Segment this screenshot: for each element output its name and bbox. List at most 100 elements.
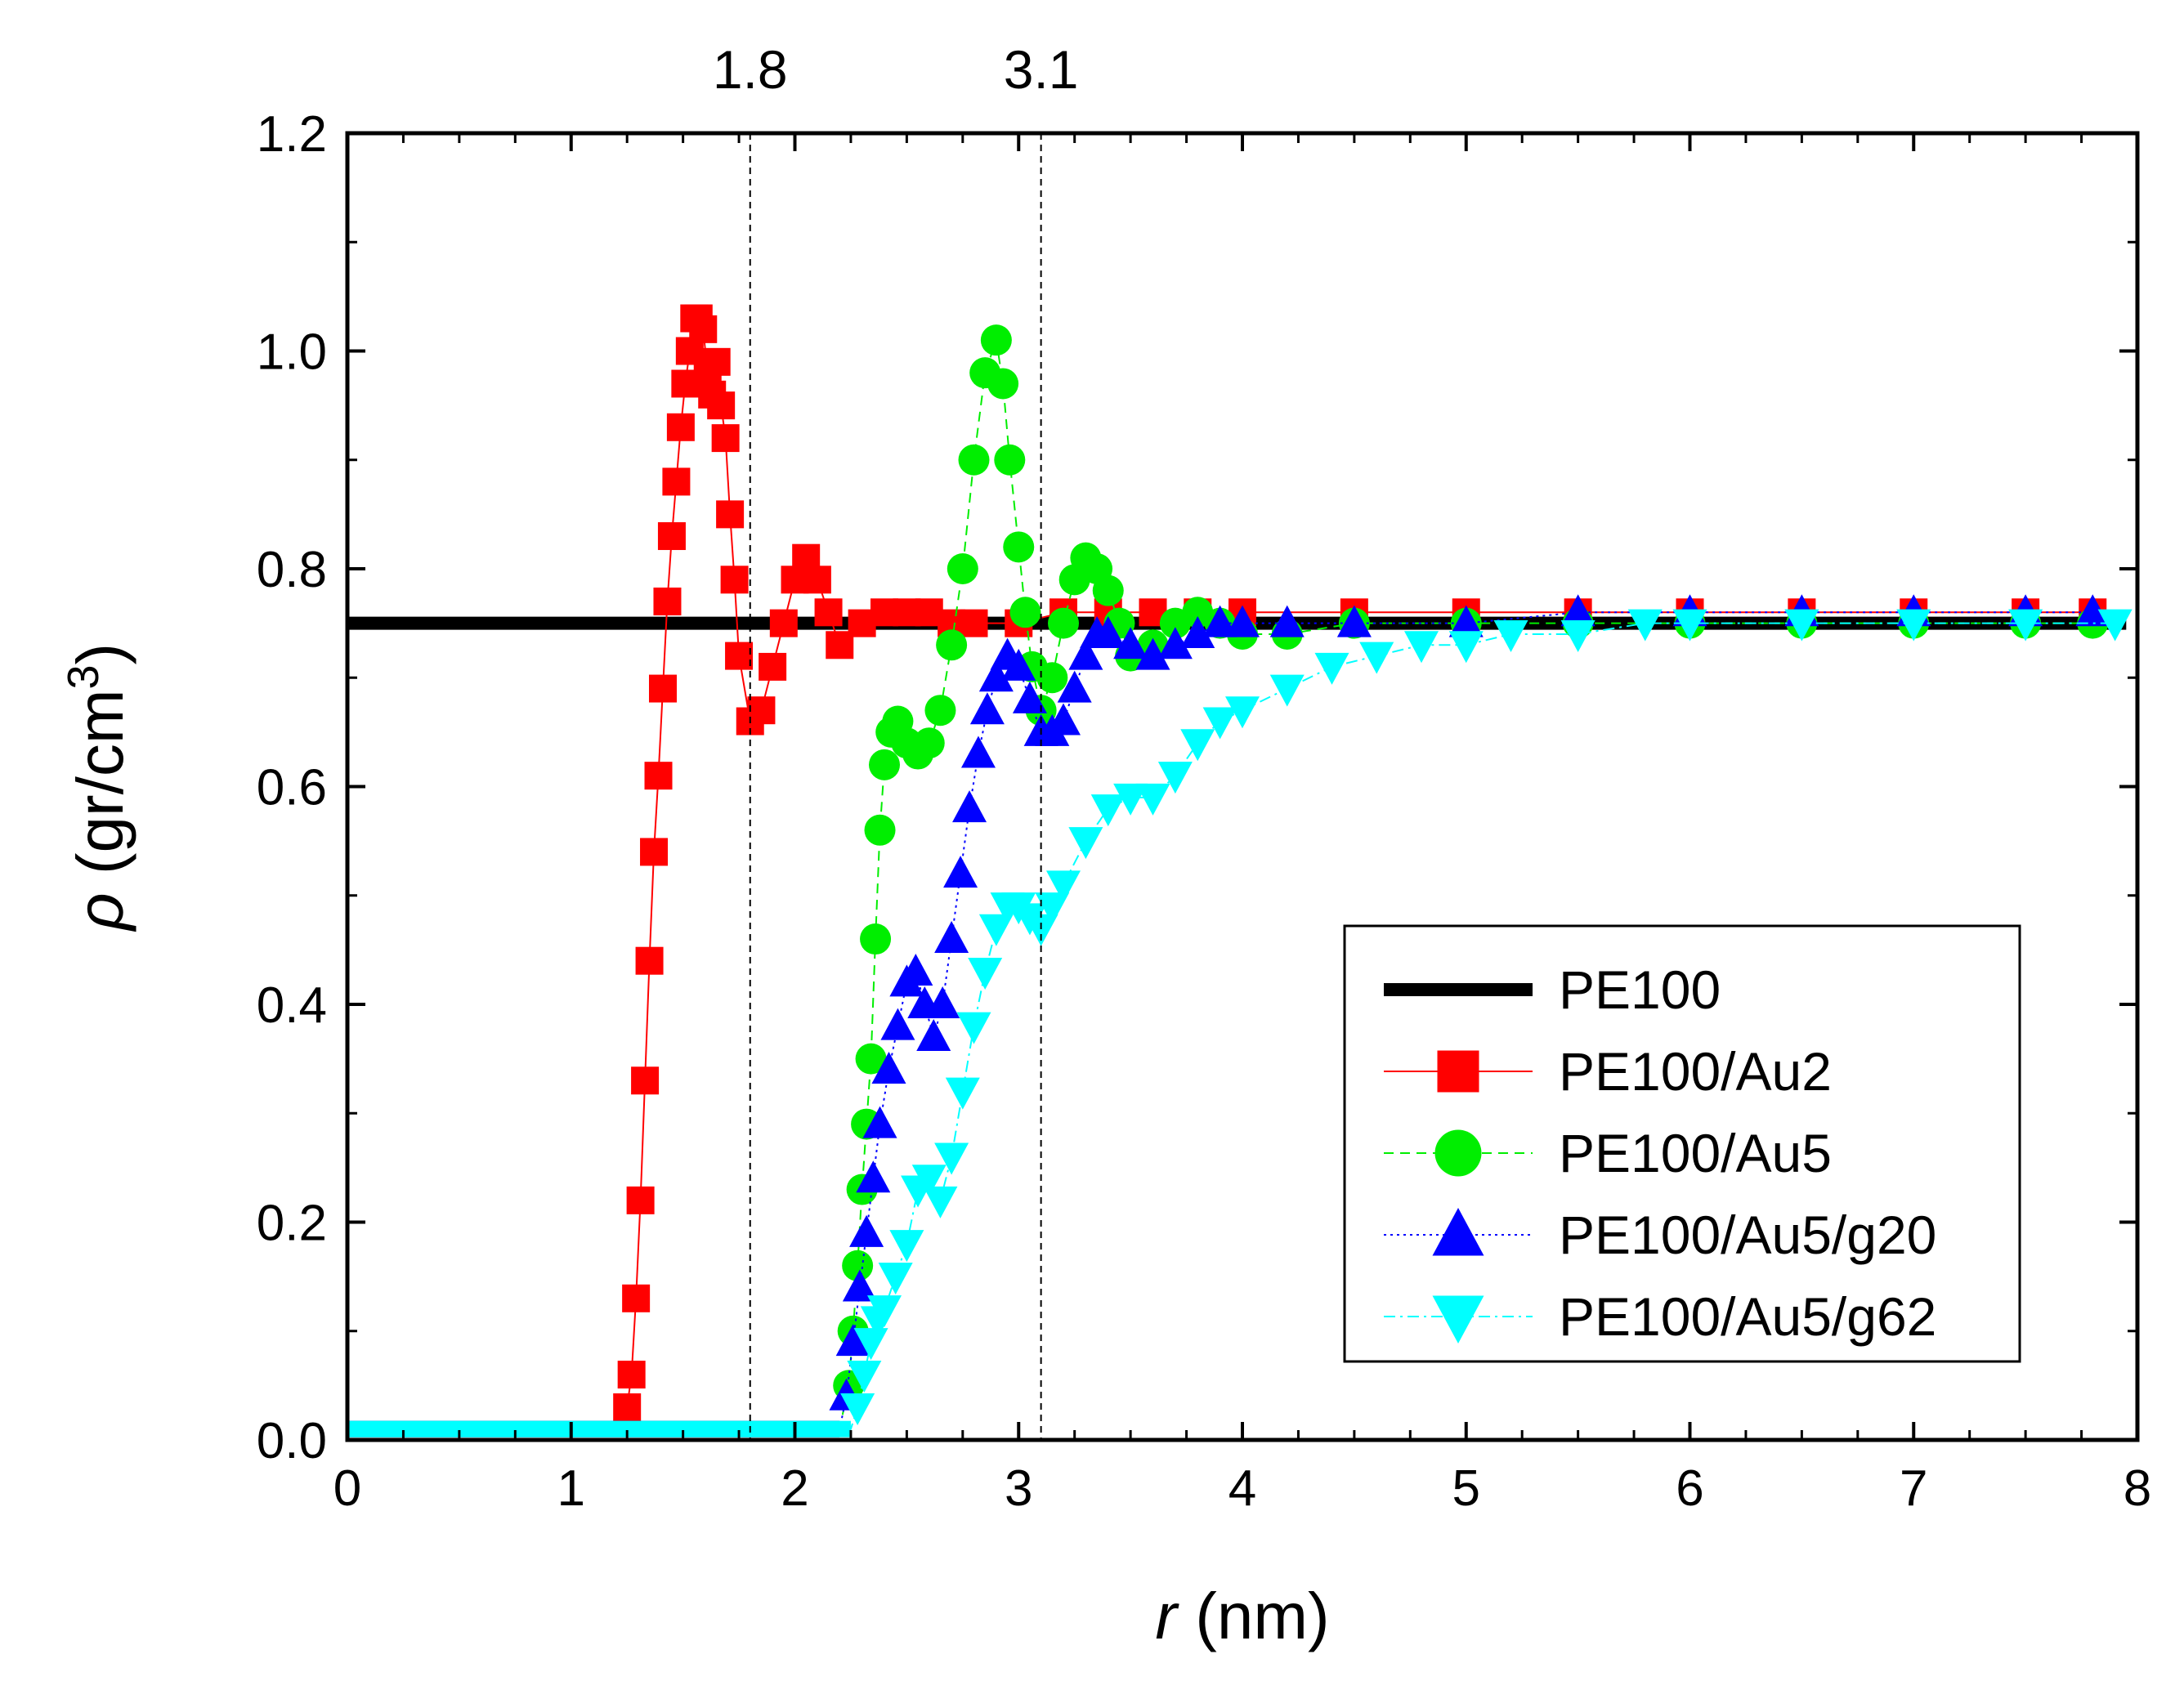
data-point — [968, 958, 1003, 990]
data-point — [1046, 703, 1081, 735]
x-tick-label: 8 — [2124, 1460, 2151, 1517]
data-point — [952, 790, 987, 823]
data-point — [849, 1214, 884, 1247]
data-point — [880, 1008, 915, 1040]
data-point — [947, 553, 978, 584]
data-point — [898, 954, 933, 986]
data-point — [1448, 631, 1484, 664]
annotation-label: 1.8 — [713, 39, 788, 100]
series-line — [347, 339, 2093, 1430]
data-point — [769, 609, 798, 637]
data-point — [1135, 637, 1170, 670]
data-point — [640, 838, 669, 866]
data-point — [889, 1230, 924, 1263]
data-point — [1090, 794, 1126, 827]
data-point — [842, 1269, 877, 1302]
data-point — [617, 1361, 646, 1389]
legend-label: PE100/Au5 — [1559, 1123, 1832, 1183]
data-point — [657, 522, 686, 551]
data-point — [1023, 914, 1058, 946]
data-point — [662, 467, 691, 496]
data-point — [666, 413, 695, 441]
data-point — [1202, 707, 1237, 740]
data-point — [847, 1361, 882, 1393]
data-point — [2097, 609, 2133, 642]
data-point — [1672, 609, 1707, 642]
data-point — [978, 914, 1014, 946]
y-tick-label: 0.0 — [257, 1413, 327, 1469]
data-point — [1202, 605, 1237, 637]
data-point — [711, 424, 740, 453]
data-point — [1157, 627, 1193, 659]
annotation-label: 3.1 — [1004, 39, 1079, 100]
x-axis-var: r — [1155, 1580, 1179, 1652]
data-point — [943, 856, 978, 888]
data-point — [803, 566, 831, 594]
legend-label: PE100/Au2 — [1559, 1041, 1832, 1102]
data-point — [862, 1106, 897, 1138]
legend-marker — [1434, 1129, 1482, 1177]
legend-label: PE100 — [1559, 959, 1721, 1020]
data-point — [934, 921, 969, 954]
data-point — [1057, 670, 1092, 703]
x-tick-label: 5 — [1452, 1460, 1480, 1517]
data-point — [916, 1018, 951, 1051]
data-point — [631, 1066, 660, 1095]
data-point — [1012, 681, 1047, 713]
data-point — [648, 674, 677, 703]
x-tick-label: 7 — [1900, 1460, 1927, 1517]
data-point — [1359, 642, 1394, 674]
data-point — [1180, 615, 1215, 648]
x-tick-label: 2 — [781, 1460, 808, 1517]
data-point — [613, 1393, 642, 1422]
legend-label: PE100/Au5/g62 — [1559, 1286, 1936, 1347]
data-point — [925, 986, 960, 1018]
data-point — [1009, 597, 1041, 628]
data-point — [1560, 619, 1595, 652]
y-tick-label: 1.0 — [257, 324, 327, 381]
data-point — [1404, 631, 1439, 664]
x-tick-label: 1 — [557, 1460, 585, 1517]
legend-item-pe100-au5: PE100/Au5 — [1384, 1123, 1832, 1183]
data-point — [958, 444, 990, 476]
data-point — [856, 1160, 891, 1193]
y-axis-var: ρ — [64, 892, 136, 932]
data-point — [1036, 662, 1068, 694]
data-point — [1046, 870, 1081, 903]
legend-item-pe100-au2: PE100/Au2 — [1384, 1041, 1832, 1102]
legend-label: PE100/Au5/g20 — [1559, 1205, 1936, 1265]
data-point — [1448, 605, 1484, 637]
data-point — [871, 1051, 906, 1084]
x-tick-label: 3 — [1005, 1460, 1032, 1517]
data-point — [702, 347, 731, 376]
data-point — [960, 609, 988, 637]
data-point — [980, 324, 1012, 356]
data-point — [635, 946, 664, 975]
data-point — [860, 923, 892, 955]
data-point — [2075, 594, 2110, 627]
data-point — [1003, 531, 1035, 563]
x-tick-label: 4 — [1228, 1460, 1256, 1517]
data-point — [1157, 762, 1193, 794]
y-tick-label: 1.2 — [257, 106, 327, 163]
series-pe100-au5-g62 — [347, 609, 2133, 1437]
data-point — [1336, 605, 1372, 637]
data-point — [759, 652, 787, 681]
y-axis-superscript: 3 — [59, 664, 108, 689]
data-point — [1068, 827, 1103, 860]
data-point — [626, 1186, 655, 1214]
data-point — [644, 762, 673, 790]
baseline-band — [347, 1420, 851, 1437]
data-point — [1269, 674, 1305, 707]
data-point — [956, 1012, 991, 1044]
legend-marker — [1437, 1050, 1479, 1093]
plot-area — [347, 304, 2133, 1437]
y-tick-label: 0.8 — [257, 542, 327, 598]
legend-item-pe100-au5-g20: PE100/Au5/g20 — [1384, 1205, 1936, 1265]
legend: PE100 PE100/Au2 PE100/Au5 PE100/Au5/g20 PE10… — [1343, 924, 2021, 1363]
legend-marker — [1432, 1208, 1484, 1256]
data-point — [945, 1077, 980, 1110]
data-point — [840, 1393, 875, 1426]
data-point — [867, 1295, 902, 1328]
